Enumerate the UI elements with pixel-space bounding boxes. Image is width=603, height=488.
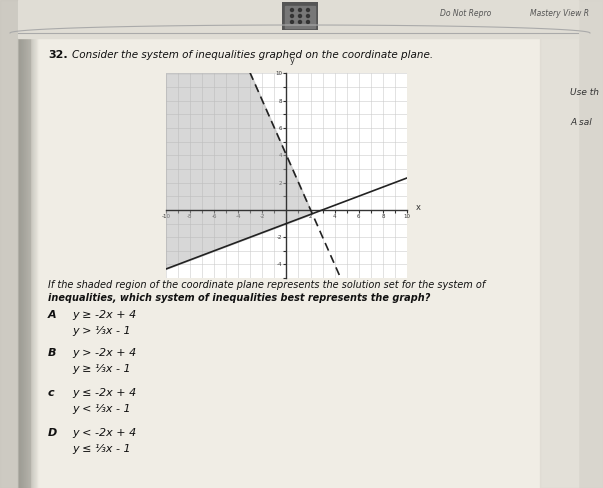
Text: x: x — [415, 203, 420, 212]
Text: B: B — [48, 348, 57, 358]
Text: A sal: A sal — [570, 118, 592, 127]
Bar — [19, 0, 20, 488]
Bar — [36, 0, 37, 488]
Bar — [30, 0, 31, 488]
Text: y > ¹⁄₃x - 1: y > ¹⁄₃x - 1 — [72, 326, 131, 336]
Bar — [282, 2, 318, 30]
Bar — [22, 0, 23, 488]
Circle shape — [298, 15, 302, 18]
Text: y < -2x + 4: y < -2x + 4 — [72, 428, 136, 438]
Circle shape — [291, 8, 294, 12]
Text: y ≥ ¹⁄₃x - 1: y ≥ ¹⁄₃x - 1 — [72, 364, 131, 374]
Text: 32.: 32. — [48, 50, 68, 60]
Bar — [34, 0, 35, 488]
Text: y ≥ -2x + 4: y ≥ -2x + 4 — [72, 310, 136, 320]
Text: A: A — [48, 310, 57, 320]
Circle shape — [306, 8, 309, 12]
Bar — [18, 0, 578, 38]
Text: inequalities, which system of inequalities best represents the graph?: inequalities, which system of inequaliti… — [48, 293, 431, 303]
Text: Use th: Use th — [570, 88, 599, 97]
Bar — [25, 0, 26, 488]
Bar — [24, 0, 25, 488]
Bar — [27, 0, 28, 488]
Bar — [21, 0, 22, 488]
Text: y ≤ -2x + 4: y ≤ -2x + 4 — [72, 388, 136, 398]
Text: y > -2x + 4: y > -2x + 4 — [72, 348, 136, 358]
Circle shape — [298, 20, 302, 23]
Bar — [285, 6, 315, 28]
Circle shape — [291, 20, 294, 23]
Circle shape — [306, 15, 309, 18]
Bar — [0, 0, 30, 488]
Text: Do Not Repro: Do Not Repro — [440, 8, 491, 18]
Text: D: D — [48, 428, 57, 438]
Text: If the shaded region of the coordinate plane represents the solution set for the: If the shaded region of the coordinate p… — [48, 280, 485, 290]
Bar — [33, 0, 34, 488]
Circle shape — [291, 15, 294, 18]
Bar — [35, 0, 36, 488]
Text: c: c — [48, 388, 55, 398]
Bar — [29, 0, 30, 488]
Bar — [28, 0, 29, 488]
Bar — [540, 0, 603, 488]
Bar — [20, 0, 21, 488]
Circle shape — [298, 8, 302, 12]
Bar — [23, 0, 24, 488]
Bar — [18, 0, 19, 488]
Bar — [31, 0, 32, 488]
Bar — [37, 0, 38, 488]
Circle shape — [306, 20, 309, 23]
Bar — [26, 0, 27, 488]
Text: y ≤ ¹⁄₃x - 1: y ≤ ¹⁄₃x - 1 — [72, 444, 131, 454]
Bar — [32, 0, 33, 488]
Text: Consider the system of inequalities graphed on the coordinate plane.: Consider the system of inequalities grap… — [72, 50, 433, 60]
Text: y < ¹⁄₃x - 1: y < ¹⁄₃x - 1 — [72, 404, 131, 414]
Text: y: y — [290, 56, 295, 65]
Text: Mastery View R: Mastery View R — [530, 8, 589, 18]
